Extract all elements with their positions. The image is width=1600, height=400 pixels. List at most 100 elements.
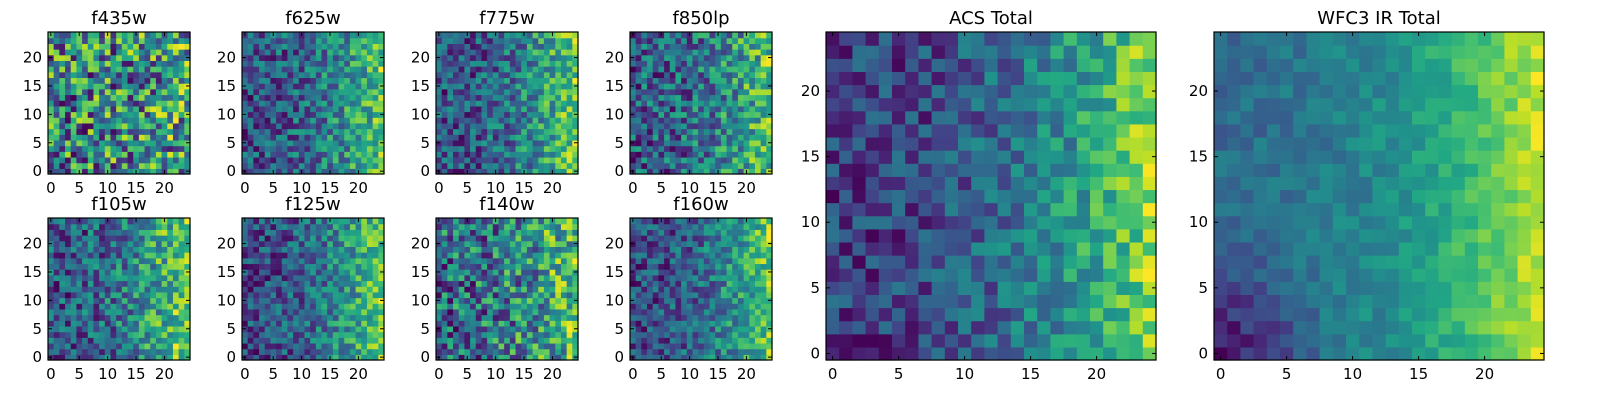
- heatmap-cell: [737, 168, 745, 175]
- heatmap-cell: [698, 280, 705, 287]
- heatmap-cell: [749, 54, 756, 61]
- heatmap-cell: [543, 49, 551, 56]
- heatmap-cell: [276, 303, 283, 310]
- heatmap-cell: [99, 122, 106, 130]
- heatmap-cell: [338, 331, 345, 338]
- heatmap-cell: [150, 263, 157, 270]
- heatmap-cell: [355, 342, 362, 350]
- heatmap-cell: [93, 314, 100, 321]
- heatmap-cell: [93, 156, 100, 164]
- heatmap-cell: [532, 139, 539, 147]
- heatmap-cell: [475, 325, 483, 333]
- heatmap-cell: [732, 286, 739, 293]
- heatmap-cell: [310, 229, 317, 236]
- heatmap-cell: [641, 331, 648, 338]
- heatmap-cell: [167, 37, 174, 44]
- heatmap-cell: [70, 252, 77, 259]
- heatmap-cell: [150, 71, 157, 79]
- heatmap-cell: [110, 325, 117, 333]
- heatmap-cell: [532, 354, 539, 361]
- heatmap-cell: [76, 77, 83, 84]
- heatmap-cell: [715, 325, 722, 333]
- heatmap-cell: [127, 88, 134, 96]
- heatmap-cell: [327, 263, 334, 270]
- heatmap-cell: [281, 286, 289, 293]
- heatmap-cell: [276, 139, 283, 147]
- heatmap-cell: [732, 66, 739, 73]
- heatmap-cell: [515, 156, 522, 164]
- heatmap-cell: [521, 117, 528, 124]
- heatmap-cell: [355, 37, 362, 44]
- heatmap-cell: [647, 117, 654, 124]
- heatmap-cell: [65, 218, 72, 225]
- heatmap-cell: [737, 111, 745, 118]
- heatmap-cell: [703, 94, 711, 101]
- heatmap-cell: [121, 240, 129, 247]
- heatmap-cell: [372, 348, 379, 355]
- heatmap-cell: [247, 218, 254, 225]
- heatmap-cell: [703, 60, 711, 67]
- heatmap-cell: [532, 77, 539, 84]
- heatmap-cell: [720, 100, 728, 107]
- heatmap-cell: [304, 117, 311, 124]
- heatmap-cell: [82, 337, 89, 344]
- heatmap-cell: [133, 139, 140, 147]
- heatmap-cell: [247, 66, 254, 73]
- heatmap-cell: [178, 100, 185, 107]
- heatmap-cell: [150, 269, 157, 276]
- heatmap-cell: [127, 240, 134, 247]
- heatmap-cell: [48, 263, 55, 270]
- heatmap-cell: [732, 145, 739, 152]
- heatmap-cell: [504, 60, 511, 67]
- heatmap-cell: [504, 156, 511, 164]
- heatmap-cell: [48, 151, 55, 158]
- heatmap-cell: [172, 100, 180, 107]
- heatmap-cell: [355, 111, 362, 118]
- heatmap-cell: [447, 252, 454, 259]
- heatmap-cell: [492, 348, 500, 355]
- heatmap-cell: [560, 331, 568, 338]
- heatmap-cell: [70, 122, 77, 130]
- heatmap-cell: [521, 43, 528, 50]
- heatmap-cell: [310, 168, 317, 175]
- heatmap-cell: [464, 37, 471, 44]
- heatmap-cell: [59, 257, 66, 265]
- heatmap-cell: [82, 156, 89, 164]
- heatmap-cell: [178, 291, 185, 299]
- heatmap-cell: [315, 223, 323, 230]
- heatmap-cell: [338, 325, 345, 333]
- heatmap-cell: [692, 37, 699, 44]
- heatmap-cell: [161, 111, 168, 118]
- heatmap-cell: [658, 156, 665, 164]
- heatmap-cell: [515, 71, 522, 79]
- heatmap-cell: [470, 218, 477, 225]
- heatmap-cell: [447, 128, 454, 135]
- y-tick-label: 10: [23, 105, 42, 123]
- heatmap-cell: [242, 348, 249, 355]
- heatmap-cell: [726, 286, 733, 293]
- heatmap-cell: [161, 156, 168, 164]
- heatmap-cell: [287, 337, 294, 344]
- heatmap-cell: [355, 223, 362, 230]
- heatmap-cell: [760, 88, 767, 96]
- heatmap-cell: [458, 308, 465, 316]
- heatmap-cell: [641, 269, 648, 276]
- heatmap-cell: [669, 77, 677, 84]
- heatmap-cell: [498, 240, 505, 247]
- heatmap-cell: [692, 88, 699, 96]
- heatmap-cell: [327, 269, 334, 276]
- heatmap-cell: [361, 60, 368, 67]
- heatmap-cell: [543, 308, 551, 316]
- heatmap-cell: [48, 49, 55, 56]
- heatmap-cell: [566, 54, 573, 61]
- heatmap-cell: [332, 94, 340, 101]
- heatmap-cell: [138, 280, 146, 287]
- heatmap-cell: [298, 94, 306, 101]
- heatmap-cell: [167, 320, 174, 327]
- heatmap-cell: [321, 77, 328, 84]
- heatmap-cell: [566, 257, 573, 265]
- heatmap-cell: [543, 100, 551, 107]
- heatmap-cell: [304, 291, 311, 299]
- heatmap-cell: [635, 37, 642, 44]
